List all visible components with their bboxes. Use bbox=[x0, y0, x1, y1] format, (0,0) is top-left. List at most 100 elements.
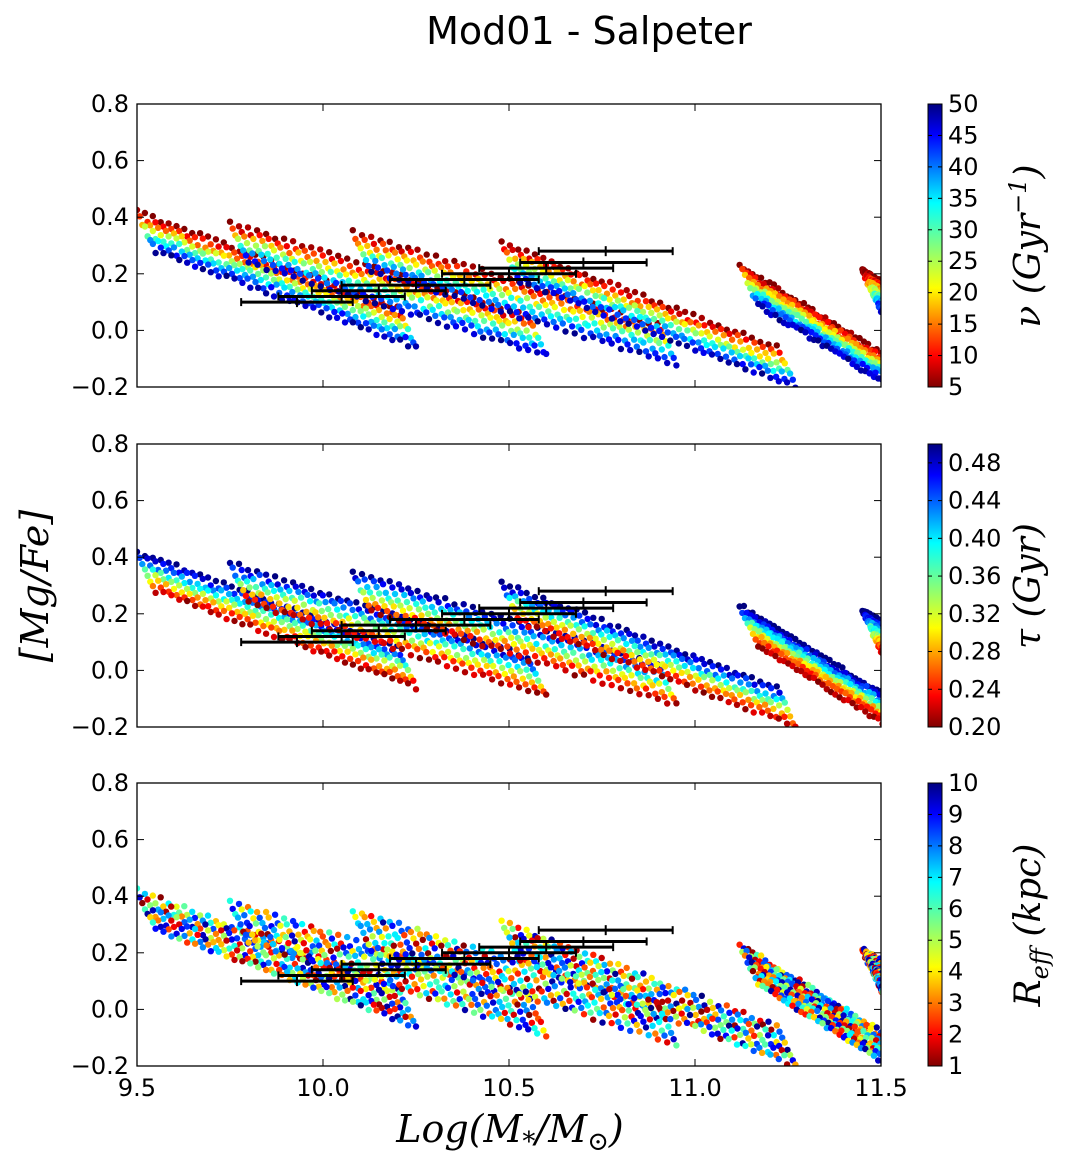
model-point bbox=[416, 311, 424, 318]
model-point bbox=[884, 651, 890, 657]
model-point bbox=[277, 586, 284, 593]
model-point bbox=[352, 313, 359, 321]
model-point bbox=[168, 903, 175, 910]
model-point bbox=[467, 970, 474, 977]
model-point bbox=[349, 306, 356, 314]
model-point bbox=[412, 343, 420, 350]
model-point bbox=[252, 242, 260, 249]
model-point bbox=[770, 350, 777, 357]
model-point bbox=[218, 927, 225, 934]
colorbar-tick-label: 0.32 bbox=[948, 600, 1001, 628]
model-point bbox=[887, 979, 893, 985]
model-point bbox=[393, 270, 400, 277]
y-tick-label: −0.2 bbox=[71, 713, 129, 741]
model-point bbox=[537, 341, 545, 348]
model-point bbox=[278, 265, 286, 272]
model-point bbox=[464, 287, 471, 295]
model-point bbox=[321, 274, 328, 281]
model-point bbox=[251, 596, 259, 603]
model-point bbox=[416, 992, 424, 999]
model-point bbox=[665, 342, 672, 349]
model-point bbox=[365, 941, 372, 948]
model-point bbox=[473, 969, 481, 976]
model-point bbox=[681, 651, 689, 658]
model-point bbox=[769, 307, 776, 314]
model-point bbox=[576, 612, 583, 619]
model-point bbox=[469, 603, 477, 611]
model-point bbox=[775, 1055, 782, 1063]
model-point bbox=[570, 308, 577, 315]
model-point bbox=[745, 681, 752, 688]
model-point bbox=[748, 687, 755, 695]
model-point bbox=[892, 654, 898, 660]
model-point bbox=[882, 1042, 888, 1048]
model-point bbox=[289, 288, 296, 296]
model-point bbox=[346, 262, 354, 270]
model-point bbox=[380, 639, 388, 647]
model-point bbox=[173, 930, 180, 937]
model-point bbox=[890, 305, 896, 311]
model-point bbox=[149, 892, 156, 899]
model-point bbox=[564, 971, 571, 978]
model-point bbox=[144, 555, 151, 562]
model-point bbox=[401, 932, 408, 939]
model-point bbox=[322, 258, 329, 266]
model-point bbox=[262, 908, 270, 916]
model-point bbox=[883, 307, 889, 313]
model-point bbox=[734, 672, 741, 679]
model-point bbox=[846, 1031, 853, 1039]
model-point bbox=[152, 219, 159, 226]
model-point bbox=[753, 346, 761, 353]
model-point bbox=[870, 1052, 878, 1059]
model-point bbox=[887, 643, 893, 649]
model-point bbox=[698, 655, 705, 663]
model-point bbox=[149, 582, 157, 590]
model-point bbox=[734, 1025, 741, 1032]
model-point bbox=[603, 968, 611, 975]
model-point bbox=[157, 244, 164, 251]
model-point bbox=[832, 1028, 839, 1035]
model-point bbox=[516, 990, 523, 998]
model-point bbox=[506, 256, 513, 263]
model-point bbox=[673, 700, 680, 707]
model-point bbox=[623, 287, 630, 294]
model-point bbox=[886, 980, 892, 986]
model-point bbox=[372, 939, 379, 947]
model-point bbox=[255, 627, 262, 635]
model-point bbox=[567, 984, 574, 991]
model-point bbox=[636, 1028, 643, 1035]
model-point bbox=[661, 693, 668, 701]
model-point bbox=[639, 308, 647, 316]
model-point bbox=[450, 658, 457, 665]
model-point bbox=[228, 583, 235, 590]
model-point bbox=[783, 720, 791, 727]
model-point bbox=[889, 646, 895, 652]
model-point bbox=[337, 597, 345, 605]
model-point bbox=[584, 1002, 592, 1009]
model-point bbox=[581, 964, 588, 971]
model-point bbox=[137, 554, 143, 561]
model-point bbox=[262, 274, 270, 281]
model-point bbox=[434, 319, 442, 327]
model-point bbox=[612, 292, 619, 299]
model-point bbox=[584, 322, 592, 329]
model-point bbox=[759, 682, 766, 689]
model-point bbox=[478, 312, 485, 319]
model-point bbox=[386, 578, 393, 585]
model-point bbox=[880, 289, 881, 292]
model-point bbox=[360, 313, 367, 320]
model-point bbox=[314, 275, 322, 282]
colorbar-tick-label: 40 bbox=[948, 153, 979, 181]
model-point bbox=[698, 314, 705, 322]
model-point bbox=[461, 669, 469, 676]
model-point bbox=[670, 1036, 677, 1043]
model-point bbox=[695, 665, 702, 672]
model-point bbox=[547, 651, 555, 658]
model-point bbox=[670, 667, 677, 674]
model-point bbox=[501, 637, 508, 645]
model-point bbox=[547, 964, 555, 971]
model-point bbox=[184, 939, 191, 946]
model-point bbox=[459, 319, 466, 327]
model-point bbox=[887, 642, 893, 648]
model-point bbox=[168, 917, 175, 924]
